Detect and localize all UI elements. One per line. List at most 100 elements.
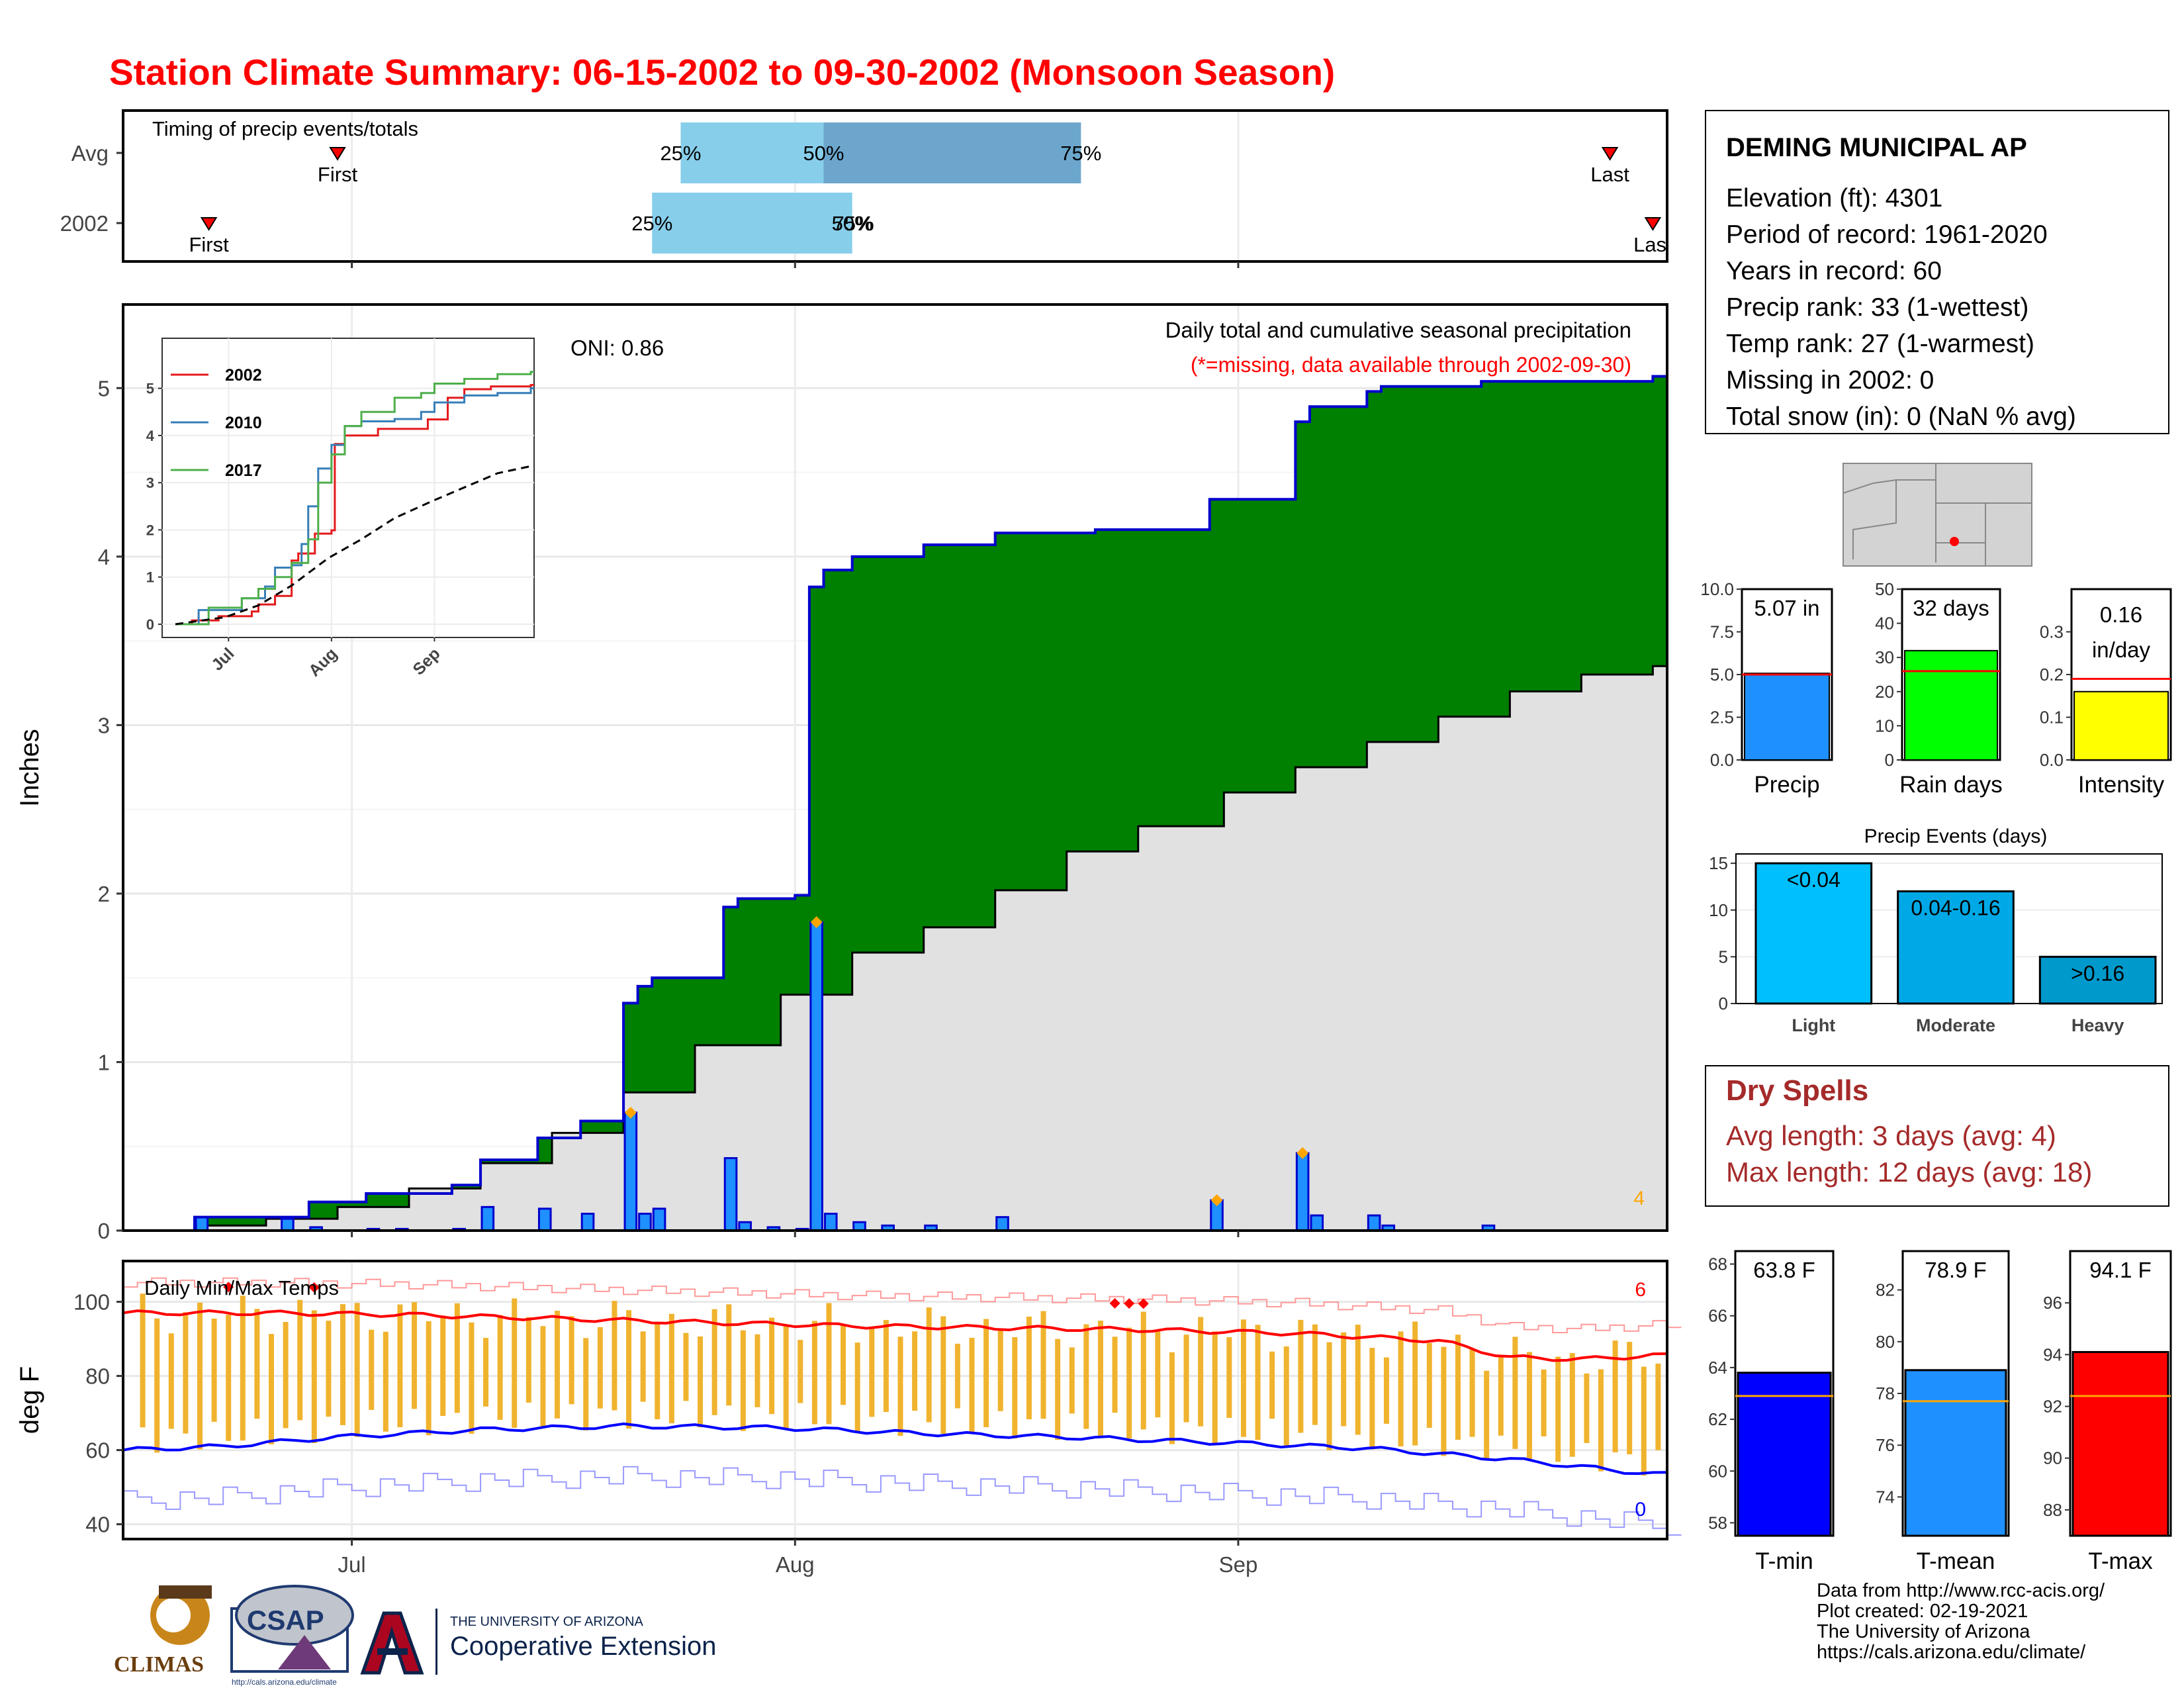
daily-precip-bar bbox=[723, 1157, 738, 1232]
first-event-label: First bbox=[318, 163, 358, 186]
daily-temp-range-bar bbox=[1012, 1337, 1018, 1439]
dry-spells-title: Dry Spells bbox=[1726, 1074, 1868, 1107]
daily-temp-range-bar bbox=[1341, 1332, 1347, 1427]
mini-bar-value bbox=[1744, 673, 1830, 761]
departure-area bbox=[323, 1201, 338, 1219]
daily-temp-range-bar bbox=[1541, 1369, 1547, 1436]
departure-area bbox=[466, 1185, 481, 1189]
temp-bar-value-label: 78.9 F bbox=[1925, 1258, 1987, 1282]
daily-temp-range-bar bbox=[283, 1321, 289, 1429]
mini-bar-value-label: 32 days bbox=[1913, 596, 1989, 620]
departure-area bbox=[1052, 533, 1068, 890]
departure-area bbox=[1367, 391, 1382, 742]
daily-temp-range-bar bbox=[1083, 1324, 1089, 1429]
daily-temp-range-bar bbox=[754, 1334, 760, 1407]
daily-temp-range-bar bbox=[540, 1326, 546, 1427]
departure-area bbox=[1510, 381, 1525, 692]
departure-area bbox=[1538, 381, 1553, 692]
record-high-marker bbox=[1138, 1298, 1149, 1309]
daily-temp-range-bar bbox=[168, 1333, 174, 1429]
daily-temp-range-bar bbox=[1469, 1348, 1475, 1437]
heavy-event-count: 4 bbox=[1633, 1188, 1645, 1209]
daily-precip-bar bbox=[480, 1205, 495, 1232]
cumulative-2002-line bbox=[123, 375, 1667, 1232]
daily-temp-range-bar bbox=[1097, 1321, 1103, 1436]
oni-label: ONI: 0.86 bbox=[570, 336, 664, 360]
station-snow: Total snow (in): 0 (NaN % avg) bbox=[1726, 402, 2076, 431]
events-bar-label: 0.04-0.16 bbox=[1911, 896, 2000, 920]
events-y-tick-label: 5 bbox=[1719, 947, 1728, 966]
daily-temp-range-bar bbox=[297, 1299, 303, 1421]
daily-temp-range-bar bbox=[740, 1330, 746, 1431]
departure-area bbox=[752, 898, 767, 1045]
events-bar-label: >0.16 bbox=[2071, 961, 2124, 985]
daily-temp-range-bar bbox=[369, 1329, 375, 1410]
departure-area bbox=[1195, 530, 1210, 827]
daily-temp-range-bar bbox=[426, 1321, 432, 1436]
daily-temp-range-bar bbox=[626, 1310, 632, 1429]
daily-temp-range-bar bbox=[254, 1309, 260, 1419]
departure-area bbox=[1553, 381, 1568, 692]
daily-precip-bar bbox=[652, 1207, 666, 1232]
mini-bar-y-tick-label: 40 bbox=[1875, 614, 1894, 633]
footer-url: https://cals.arizona.edu/climate/ bbox=[1817, 1642, 2086, 1663]
departure-area bbox=[1381, 386, 1396, 742]
departure-area bbox=[1481, 381, 1496, 717]
departure-area bbox=[1624, 381, 1639, 675]
daily-temp-range-bar bbox=[783, 1325, 789, 1430]
inset-y-tick-label: 5 bbox=[146, 381, 154, 397]
daily-temp-range-bar bbox=[1441, 1346, 1447, 1456]
first-event-label: First bbox=[189, 233, 229, 256]
daily-temp-range-bar bbox=[1140, 1311, 1146, 1430]
daily-precip-bar bbox=[1367, 1214, 1381, 1232]
csap-url: http://cals.arizona.edu/climate bbox=[232, 1677, 337, 1687]
y-tick-label: 0 bbox=[98, 1219, 110, 1243]
daily-temp-range-bar bbox=[483, 1338, 489, 1407]
average-cumulative-line bbox=[123, 665, 1667, 1232]
mini-bar-value-label: 5.07 in bbox=[1754, 596, 1819, 620]
daily-temp-range-bar bbox=[1398, 1331, 1404, 1447]
departure-area bbox=[680, 978, 696, 1093]
temp-bar-y-tick-label: 58 bbox=[1708, 1513, 1727, 1532]
departure-area bbox=[494, 1160, 510, 1164]
temp-bar-y-tick-label: 76 bbox=[1876, 1435, 1895, 1455]
daily-temp-range-bar bbox=[140, 1293, 146, 1428]
departure-area bbox=[952, 545, 968, 927]
y-tick-label: 3 bbox=[98, 713, 110, 737]
departure-area bbox=[1567, 381, 1582, 692]
daily-temp-range-bar bbox=[1298, 1319, 1304, 1433]
first-event-marker bbox=[200, 217, 218, 231]
temp-bar-category-label: T-min bbox=[1755, 1548, 1813, 1574]
daily-temp-range-bar bbox=[683, 1333, 689, 1401]
departure-area bbox=[795, 895, 810, 995]
departure-area bbox=[1238, 499, 1253, 793]
temp-bar-category-label: T-mean bbox=[1917, 1548, 1995, 1574]
departure-area bbox=[523, 1160, 539, 1164]
departure-area bbox=[366, 1194, 381, 1207]
temp-y-axis-label: deg F bbox=[15, 1366, 44, 1434]
departure-area bbox=[1166, 530, 1182, 827]
timing-clip bbox=[1667, 109, 1707, 263]
daily-precip-bar bbox=[580, 1213, 595, 1232]
record-high-line bbox=[123, 1277, 1682, 1334]
events-category-label: Heavy bbox=[2071, 1015, 2124, 1035]
daily-temp-range-bar bbox=[1484, 1370, 1490, 1461]
temp-bar-y-tick-label: 78 bbox=[1876, 1383, 1895, 1403]
temp-bar-y-tick-label: 92 bbox=[2043, 1397, 2062, 1417]
tmin-average-line bbox=[122, 1422, 1668, 1476]
departure-area bbox=[1152, 530, 1167, 827]
departure-area bbox=[1209, 499, 1224, 827]
daily-temp-range-bar bbox=[954, 1343, 960, 1409]
station-info-box: DEMING MUNICIPAL AP Elevation (ft): 4301… bbox=[1705, 110, 2169, 434]
temp-bar-y-tick-label: 82 bbox=[1876, 1280, 1895, 1300]
daily-temp-range-bar bbox=[1212, 1331, 1218, 1445]
daily-temp-range-bar bbox=[1283, 1346, 1289, 1446]
inset-y-tick-label: 3 bbox=[146, 475, 154, 491]
daily-temp-range-bar bbox=[240, 1295, 246, 1441]
departure-area bbox=[1138, 530, 1153, 827]
mini-bar-y-tick-label: 20 bbox=[1875, 682, 1894, 702]
daily-temp-range-bar bbox=[154, 1318, 160, 1453]
daily-temp-range-bar bbox=[655, 1322, 660, 1420]
daily-temp-range-bar bbox=[1026, 1316, 1032, 1420]
